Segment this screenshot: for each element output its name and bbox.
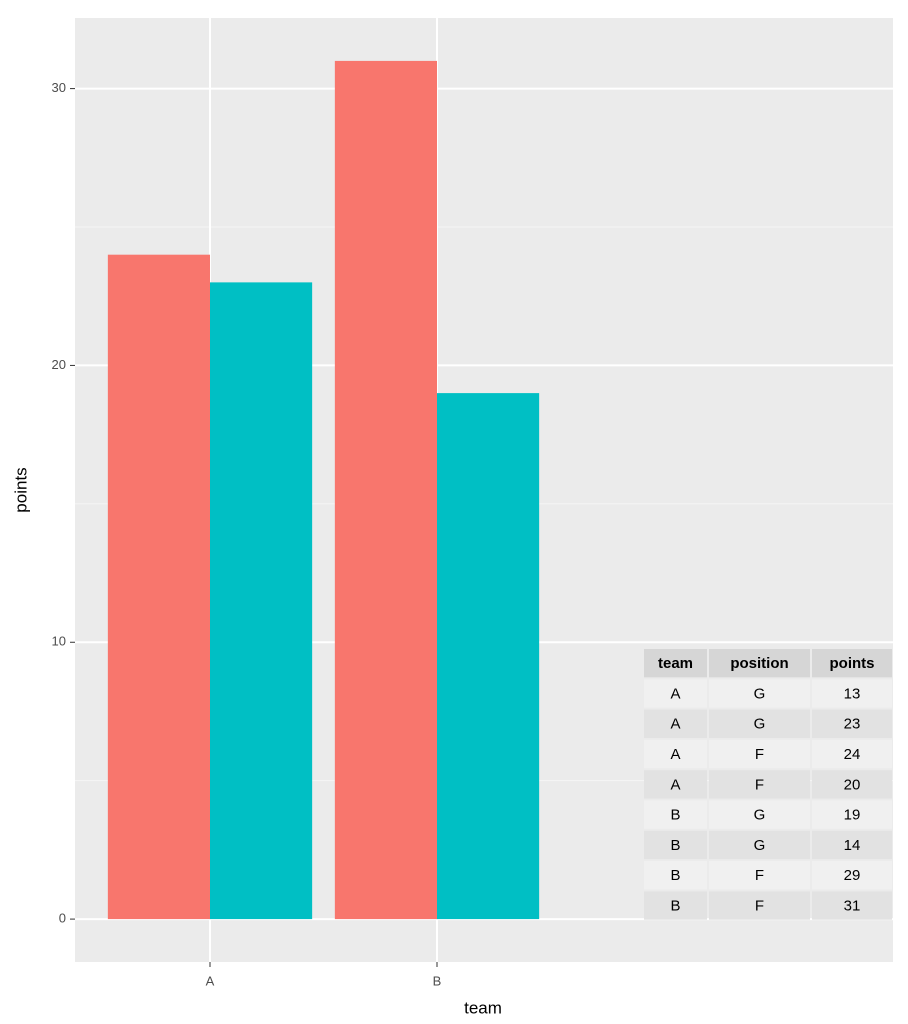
bar	[437, 393, 540, 920]
table-header-text: team	[658, 655, 693, 672]
table-cell	[644, 679, 707, 708]
table-cell	[812, 861, 892, 890]
table-cell	[644, 709, 707, 738]
x-axis-title: team	[464, 998, 502, 1017]
table-cell-text: G	[754, 807, 766, 824]
table-cell-text: F	[755, 898, 764, 915]
x-tick-label: A	[206, 973, 215, 988]
table-cell	[644, 800, 707, 829]
table-cell	[644, 861, 707, 890]
table-cell-text: A	[670, 746, 680, 763]
table-cell	[709, 800, 810, 829]
y-tick-label: 30	[52, 80, 66, 95]
table-cell	[709, 770, 810, 799]
table-cell	[709, 861, 810, 890]
table-cell-text: G	[754, 837, 766, 854]
table-header-cell	[812, 649, 892, 678]
table-cell-text: 13	[844, 685, 861, 702]
table-cell-text: F	[755, 746, 764, 763]
table-cell	[709, 679, 810, 708]
table-cell	[644, 770, 707, 799]
table-cell	[709, 739, 810, 769]
y-tick-label: 10	[52, 634, 66, 649]
table-cell	[644, 891, 707, 920]
y-tick-label: 0	[59, 911, 66, 926]
table-cell-text: G	[754, 716, 766, 733]
table-cell-text: A	[670, 716, 680, 733]
table-cell	[644, 739, 707, 769]
table-cell	[709, 891, 810, 920]
table-cell-text: A	[670, 685, 680, 702]
y-tick-label: 20	[52, 357, 66, 372]
bar	[210, 282, 313, 920]
table-cell	[812, 800, 892, 829]
table-cell	[812, 891, 892, 920]
table-cell	[812, 739, 892, 769]
table-cell-text: 20	[844, 776, 861, 793]
table-cell-text: 19	[844, 807, 861, 824]
table-cell-text: B	[670, 867, 680, 884]
y-axis-title: points	[11, 467, 30, 512]
table-cell-text: G	[754, 685, 766, 702]
table-cell	[644, 830, 707, 860]
table-cell-text: 29	[844, 867, 861, 884]
table-header-cell	[709, 649, 810, 678]
table-cell	[812, 770, 892, 799]
table-cell-text: 14	[844, 837, 861, 854]
table-cell	[812, 830, 892, 860]
table-header-cell	[644, 649, 707, 678]
table-cell-text: A	[670, 776, 680, 793]
table-cell-text: F	[755, 776, 764, 793]
x-tick-label: B	[433, 973, 442, 988]
table-header-text: points	[830, 655, 875, 672]
table-cell-text: 23	[844, 716, 861, 733]
table-cell	[812, 679, 892, 708]
table-cell-text: B	[670, 807, 680, 824]
table-cell-text: B	[670, 898, 680, 915]
table-cell	[812, 709, 892, 738]
table-cell-text: 24	[844, 746, 861, 763]
table-cell-text: 31	[844, 898, 861, 915]
table-header-text: position	[730, 655, 788, 672]
table-cell-text: B	[670, 837, 680, 854]
bar	[334, 60, 437, 920]
table-cell	[709, 830, 810, 860]
table-cell-text: F	[755, 867, 764, 884]
table-cell	[709, 709, 810, 738]
bar	[107, 254, 210, 920]
